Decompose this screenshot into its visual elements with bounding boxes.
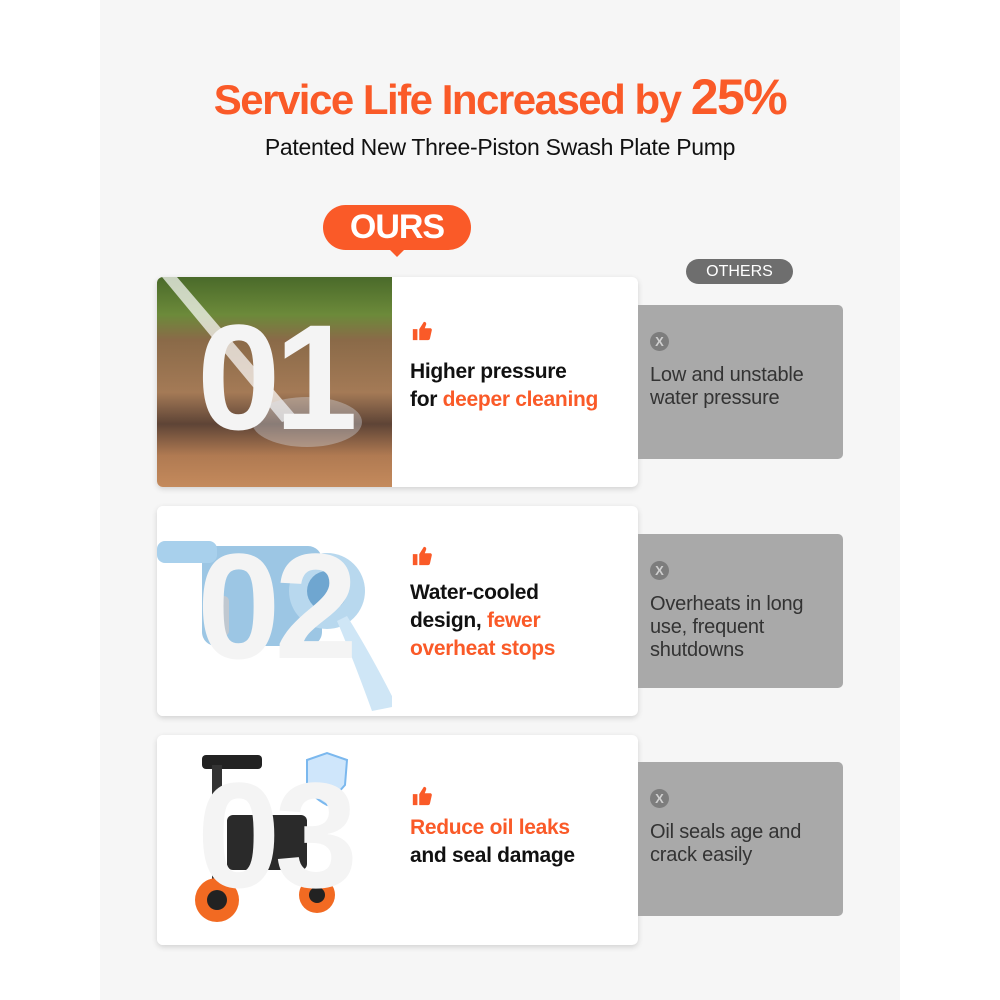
- pressure-washer-image: [157, 735, 392, 945]
- water-cooled-pump-image: [157, 506, 397, 716]
- others-text: Low and unstable water pressure: [650, 364, 804, 409]
- ours-card-1: 01 Higher pressure for deeper cleaning: [157, 277, 638, 487]
- page-subtitle: Patented New Three-Piston Swash Plate Pu…: [264, 134, 736, 160]
- row-number: 02: [197, 522, 358, 690]
- others-text: Oil seals age and crack easily: [650, 821, 802, 866]
- thumbs-up-icon: [412, 546, 432, 566]
- others-card-2: X Overheats in long use, frequent shutdo…: [638, 534, 843, 688]
- x-icon: X: [650, 789, 669, 808]
- others-text: Overheats in long use, frequent shutdown…: [650, 593, 804, 661]
- ours-text: Water-cooled design, fewer overheat stops: [410, 581, 556, 660]
- x-icon: X: [650, 332, 669, 351]
- others-card-3: X Oil seals age and crack easily: [638, 762, 843, 916]
- row-number: 03: [197, 751, 358, 919]
- pressure-washing-photo: [157, 277, 392, 487]
- others-card-1: X Low and unstable water pressure: [638, 305, 843, 459]
- thumbs-up-icon: [412, 321, 432, 341]
- ours-text: Reduce oil leaks and seal damage: [410, 816, 575, 867]
- ours-text: Higher pressure for deeper cleaning: [410, 360, 599, 411]
- thumbs-up-icon: [412, 786, 432, 806]
- row-number: 01: [197, 293, 358, 461]
- ours-card-3: 03 Reduce oil leaks and seal damage: [157, 735, 638, 945]
- ours-badge: OURS: [323, 205, 471, 257]
- ours-card-2: 02 Water-cooled design, fewer overheat sto…: [157, 506, 638, 716]
- x-icon: X: [650, 561, 669, 580]
- others-badge: OTHERS: [686, 259, 793, 284]
- page-title: Service Life Increased by 25%: [213, 69, 788, 125]
